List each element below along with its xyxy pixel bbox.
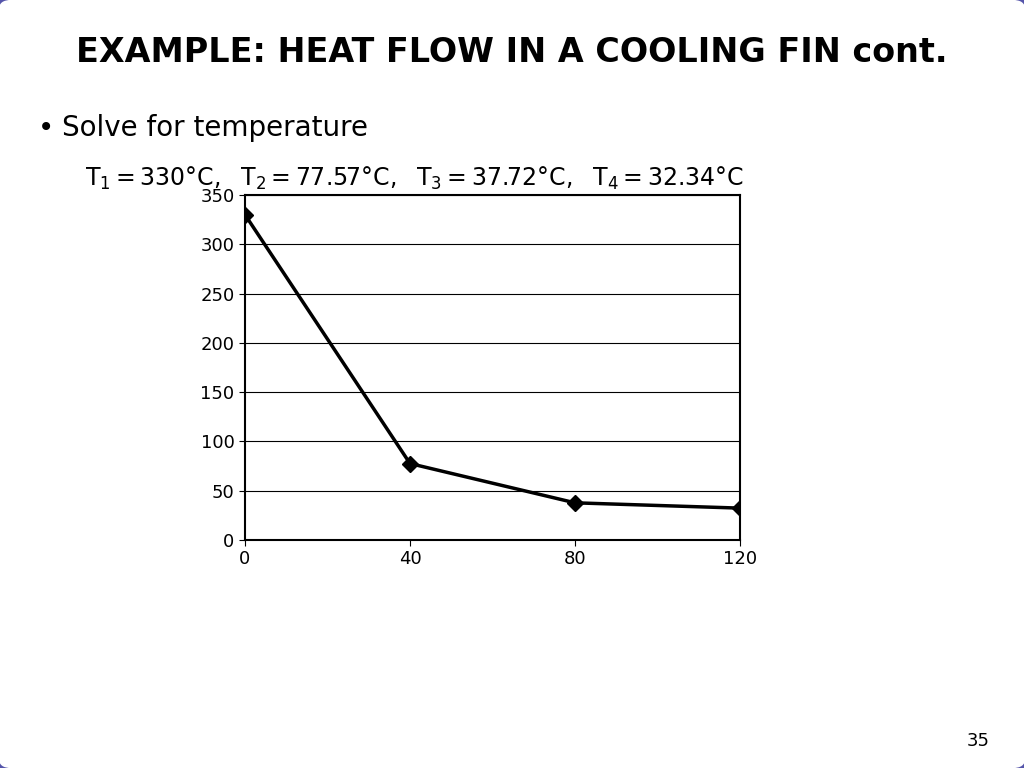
Text: Solve for temperature: Solve for temperature [62, 114, 368, 142]
Text: •: • [38, 114, 54, 142]
Text: EXAMPLE: HEAT FLOW IN A COOLING FIN cont.: EXAMPLE: HEAT FLOW IN A COOLING FIN cont… [76, 37, 948, 69]
Text: 35: 35 [967, 732, 990, 750]
Text: $\mathsf{T_1 = 330°C,}$  $\mathsf{T_2 = 77.57°C,}$  $\mathsf{T_3 = 37.72°C,}$  $: $\mathsf{T_1 = 330°C,}$ $\mathsf{T_2 = 7… [85, 164, 744, 191]
